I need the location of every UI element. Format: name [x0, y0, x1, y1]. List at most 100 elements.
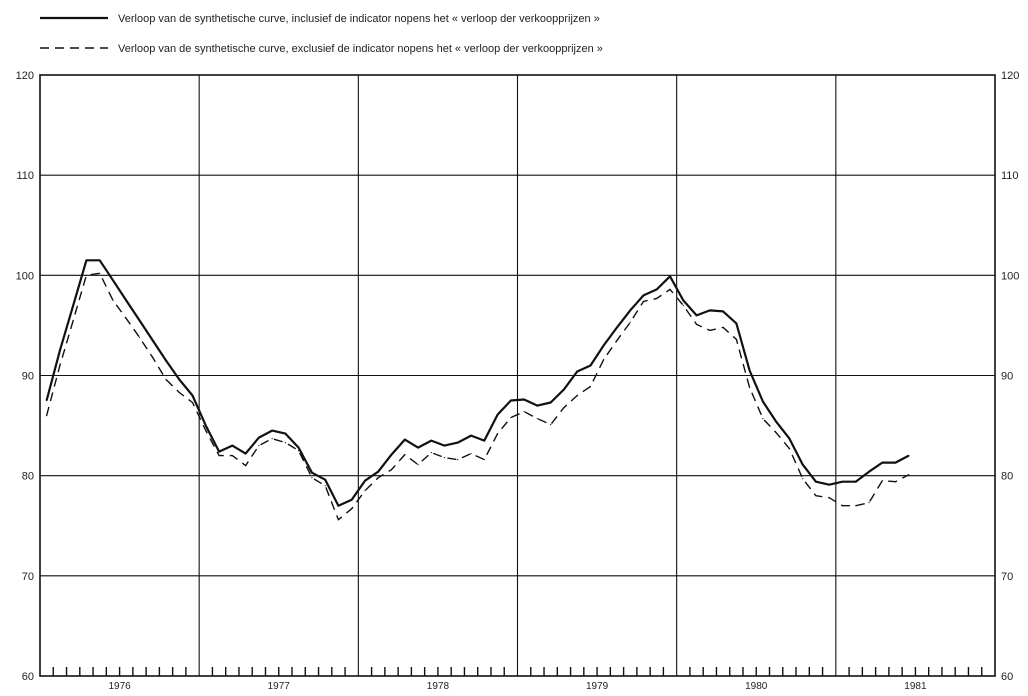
data-point	[191, 394, 194, 397]
series-layer	[45, 259, 910, 521]
data-point	[550, 401, 552, 404]
data-point	[589, 364, 592, 367]
data-point	[218, 455, 220, 457]
y-tick-label-left: 70	[22, 571, 34, 583]
y-tick-label-right: 100	[1001, 270, 1019, 282]
data-point	[417, 447, 419, 449]
y-tick-label-right: 90	[1001, 371, 1013, 383]
data-point	[311, 477, 313, 479]
data-point	[138, 319, 141, 321]
x-year-label: 1980	[745, 681, 768, 692]
data-point	[576, 394, 578, 397]
data-point	[152, 356, 154, 359]
data-point	[483, 440, 485, 442]
data-point	[868, 502, 870, 504]
y-tick-label-left: 80	[22, 471, 34, 483]
data-point	[510, 399, 512, 402]
data-point	[735, 322, 738, 324]
legend-label-exclusive: Verloop van de synthetische curve, exclu…	[118, 43, 603, 55]
data-point	[470, 435, 472, 437]
data-point	[642, 294, 645, 296]
data-point	[245, 465, 247, 467]
data-point	[709, 329, 711, 331]
data-point	[881, 480, 883, 482]
data-point	[404, 439, 406, 441]
data-point	[85, 274, 87, 276]
data-point	[152, 339, 154, 341]
data-point	[815, 495, 817, 497]
series-line-exclusive	[45, 272, 910, 521]
data-point	[390, 469, 393, 471]
data-point	[337, 505, 339, 507]
data-point	[377, 477, 379, 479]
data-point	[881, 462, 883, 464]
y-tick-label-left: 120	[16, 70, 34, 82]
data-point	[377, 471, 379, 473]
data-point	[523, 411, 525, 413]
data-point	[72, 304, 74, 306]
data-point	[815, 481, 817, 483]
x-year-label: 1976	[108, 681, 131, 692]
legend-item-exclusive: Verloop van de synthetische curve, exclu…	[40, 43, 603, 55]
y-tick-label-right: 60	[1001, 671, 1013, 683]
data-point	[443, 457, 446, 459]
legend-label-inclusive: Verloop van de synthetische curve, inclu…	[118, 13, 600, 25]
data-point	[536, 418, 539, 420]
data-point	[722, 310, 724, 312]
data-point	[894, 462, 897, 464]
data-point	[563, 407, 565, 409]
data-point	[762, 400, 764, 403]
data-point	[351, 508, 353, 510]
data-point	[46, 399, 48, 402]
data-point	[775, 421, 777, 423]
y-axis-right-labels: 60 70 80 90 100 110 120	[1001, 70, 1019, 683]
data-point	[59, 364, 61, 367]
series-points-0	[46, 259, 910, 507]
legend: Verloop van de synthetische curve, inclu…	[40, 13, 603, 55]
data-point	[788, 438, 791, 440]
data-point	[205, 425, 207, 427]
series-line-inclusive	[45, 259, 910, 507]
data-point	[191, 401, 194, 404]
data-point	[735, 338, 738, 340]
data-point	[112, 279, 114, 281]
data-point	[536, 405, 539, 407]
data-point	[828, 484, 830, 486]
data-point	[483, 459, 485, 461]
data-point	[669, 275, 671, 277]
data-point	[258, 437, 260, 439]
legend-item-inclusive: Verloop van de synthetische curve, inclu…	[40, 13, 600, 25]
data-point	[722, 326, 724, 328]
data-point	[112, 299, 114, 301]
data-point	[616, 339, 618, 341]
data-point	[696, 323, 698, 325]
data-point	[165, 378, 167, 381]
x-year-label: 1978	[427, 681, 450, 692]
y-tick-label-right: 70	[1001, 571, 1013, 583]
data-point	[563, 388, 565, 391]
data-point	[616, 326, 618, 328]
data-point	[523, 398, 525, 401]
x-year-label: 1981	[904, 681, 927, 692]
data-point	[298, 450, 300, 452]
data-point	[85, 259, 87, 261]
data-point	[894, 481, 897, 483]
data-point	[417, 464, 419, 466]
data-point	[364, 490, 366, 492]
data-point	[138, 336, 141, 338]
data-point	[749, 386, 751, 389]
data-point	[218, 451, 220, 453]
data-point	[682, 299, 684, 301]
data-point	[457, 442, 459, 444]
y-tick-label-left: 90	[22, 371, 34, 383]
data-point	[390, 454, 393, 456]
data-point	[656, 288, 658, 290]
y-tick-label-left: 60	[22, 671, 34, 683]
data-point	[337, 519, 339, 521]
data-point	[497, 414, 499, 416]
data-point	[284, 442, 286, 444]
data-point	[497, 433, 499, 435]
data-point	[46, 415, 48, 417]
y-tick-label-right: 110	[1001, 170, 1019, 182]
